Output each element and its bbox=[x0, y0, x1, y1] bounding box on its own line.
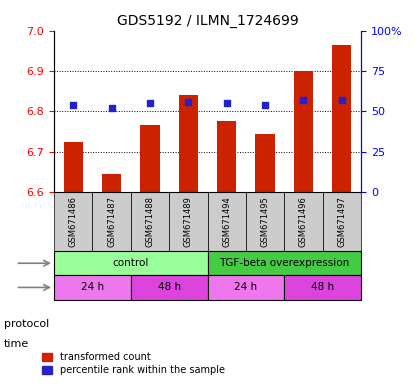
Text: GSM671495: GSM671495 bbox=[261, 196, 270, 247]
Bar bbox=[102, 174, 121, 192]
Text: 48 h: 48 h bbox=[311, 282, 334, 293]
Legend: transformed count, percentile rank within the sample: transformed count, percentile rank withi… bbox=[42, 353, 225, 375]
FancyBboxPatch shape bbox=[208, 251, 361, 275]
Bar bbox=[332, 45, 352, 192]
Title: GDS5192 / ILMN_1724699: GDS5192 / ILMN_1724699 bbox=[117, 14, 298, 28]
Point bbox=[339, 97, 345, 103]
Point bbox=[223, 100, 230, 106]
Text: TGF-beta overexpression: TGF-beta overexpression bbox=[219, 258, 349, 268]
Text: GSM671496: GSM671496 bbox=[299, 196, 308, 247]
Text: time: time bbox=[4, 339, 29, 349]
Point bbox=[108, 105, 115, 111]
Text: GSM671497: GSM671497 bbox=[337, 196, 347, 247]
Point bbox=[300, 97, 307, 103]
Point bbox=[70, 102, 76, 108]
FancyBboxPatch shape bbox=[246, 192, 284, 251]
FancyBboxPatch shape bbox=[208, 275, 284, 300]
Point bbox=[146, 100, 153, 106]
Bar bbox=[294, 71, 313, 192]
FancyBboxPatch shape bbox=[323, 192, 361, 251]
FancyBboxPatch shape bbox=[131, 192, 169, 251]
Text: GSM671494: GSM671494 bbox=[222, 196, 231, 247]
Text: GSM671488: GSM671488 bbox=[145, 196, 154, 247]
Text: GSM671486: GSM671486 bbox=[68, 196, 78, 247]
Bar bbox=[140, 126, 159, 192]
FancyBboxPatch shape bbox=[54, 275, 131, 300]
Point bbox=[185, 99, 192, 105]
FancyBboxPatch shape bbox=[208, 192, 246, 251]
FancyBboxPatch shape bbox=[54, 192, 93, 251]
Text: control: control bbox=[112, 258, 149, 268]
Bar bbox=[63, 142, 83, 192]
FancyBboxPatch shape bbox=[284, 275, 361, 300]
Text: protocol: protocol bbox=[4, 319, 49, 329]
FancyBboxPatch shape bbox=[284, 192, 323, 251]
Point bbox=[262, 102, 269, 108]
Bar bbox=[217, 121, 236, 192]
Text: 48 h: 48 h bbox=[158, 282, 181, 293]
Bar bbox=[179, 95, 198, 192]
FancyBboxPatch shape bbox=[169, 192, 208, 251]
Text: GSM671489: GSM671489 bbox=[184, 196, 193, 247]
FancyBboxPatch shape bbox=[54, 251, 208, 275]
Text: 24 h: 24 h bbox=[234, 282, 257, 293]
Bar bbox=[256, 134, 275, 192]
Text: 24 h: 24 h bbox=[81, 282, 104, 293]
FancyBboxPatch shape bbox=[93, 192, 131, 251]
FancyBboxPatch shape bbox=[131, 275, 208, 300]
Text: GSM671487: GSM671487 bbox=[107, 196, 116, 247]
